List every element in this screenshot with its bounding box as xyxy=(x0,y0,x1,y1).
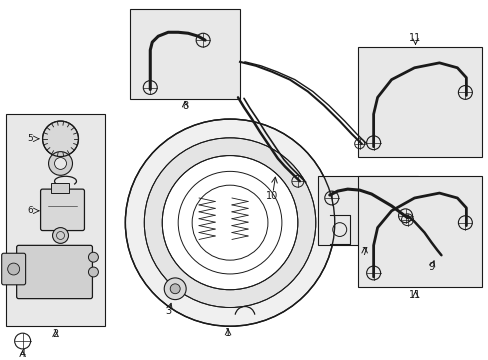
FancyBboxPatch shape xyxy=(17,246,92,299)
Circle shape xyxy=(52,228,68,243)
Text: 7: 7 xyxy=(361,247,367,257)
Circle shape xyxy=(144,138,315,307)
Text: 3: 3 xyxy=(165,306,171,316)
Circle shape xyxy=(125,119,334,326)
Text: 1: 1 xyxy=(224,328,231,338)
Text: 5: 5 xyxy=(28,134,33,143)
Circle shape xyxy=(42,121,78,157)
Circle shape xyxy=(88,267,98,277)
Bar xyxy=(6,114,105,326)
Circle shape xyxy=(170,284,180,294)
Circle shape xyxy=(48,152,72,175)
Text: 11: 11 xyxy=(408,33,421,43)
Circle shape xyxy=(55,158,66,170)
Bar xyxy=(130,9,240,99)
Text: 9: 9 xyxy=(427,262,434,272)
Bar xyxy=(357,176,481,287)
Text: 4: 4 xyxy=(20,349,26,359)
Bar xyxy=(357,47,481,157)
Bar xyxy=(317,176,417,246)
Circle shape xyxy=(8,263,20,275)
Text: 11: 11 xyxy=(408,290,421,300)
Text: 6: 6 xyxy=(28,206,33,215)
Text: 2: 2 xyxy=(52,329,59,339)
Circle shape xyxy=(164,278,186,300)
Bar xyxy=(50,183,68,193)
Circle shape xyxy=(162,156,297,290)
Circle shape xyxy=(88,252,98,262)
FancyBboxPatch shape xyxy=(41,189,84,230)
FancyBboxPatch shape xyxy=(1,253,25,285)
Text: 8: 8 xyxy=(182,101,188,111)
Text: 10: 10 xyxy=(265,191,278,201)
